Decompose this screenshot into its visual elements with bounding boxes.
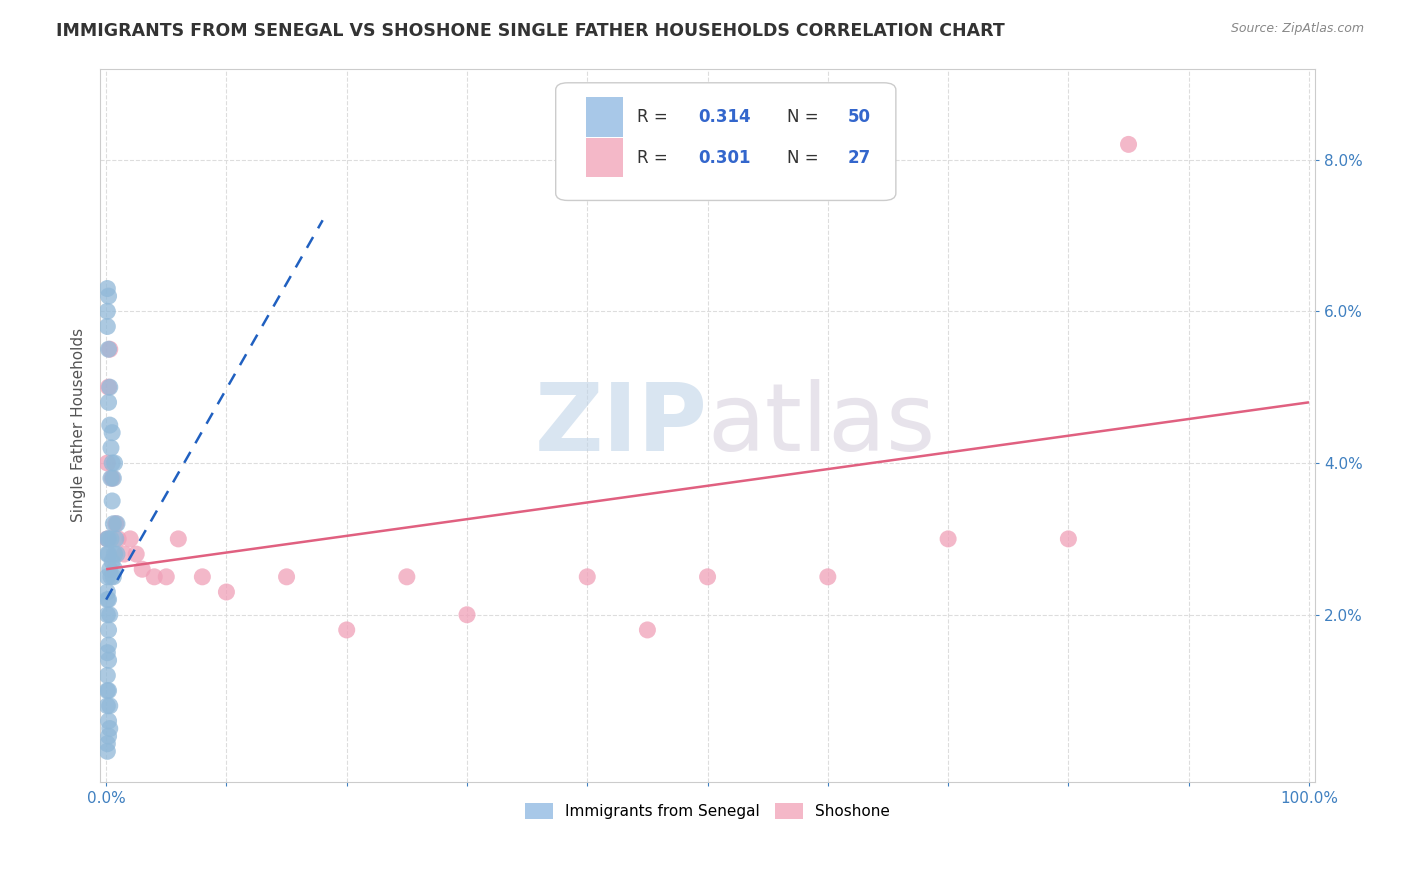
Point: [97, 289, 120, 303]
Point: [96, 592, 118, 607]
FancyBboxPatch shape: [555, 83, 896, 201]
Point: [97, 714, 120, 728]
Point: [96, 607, 118, 622]
Point: [103, 562, 125, 576]
Point: [1057, 532, 1080, 546]
Point: [936, 532, 959, 546]
Point: [336, 623, 359, 637]
Point: [636, 623, 658, 637]
Point: [1118, 137, 1140, 152]
Text: IMMIGRANTS FROM SENEGAL VS SHOSHONE SINGLE FATHER HOUSEHOLDS CORRELATION CHART: IMMIGRANTS FROM SENEGAL VS SHOSHONE SING…: [56, 22, 1005, 40]
Point: [98, 380, 121, 394]
Text: R =: R =: [637, 108, 673, 126]
Point: [97, 532, 120, 546]
Point: [112, 547, 135, 561]
Point: [100, 471, 122, 485]
Point: [104, 532, 127, 546]
Point: [96, 646, 118, 660]
Text: 27: 27: [848, 149, 870, 167]
Point: [101, 555, 124, 569]
Text: ZIP: ZIP: [534, 379, 707, 471]
Point: [101, 494, 124, 508]
Point: [103, 456, 125, 470]
Point: [103, 570, 125, 584]
Legend: Immigrants from Senegal, Shoshone: Immigrants from Senegal, Shoshone: [519, 797, 896, 825]
Point: [98, 562, 121, 576]
Point: [98, 418, 121, 433]
Point: [215, 585, 238, 599]
Point: [107, 532, 129, 546]
Point: [98, 343, 121, 357]
Point: [96, 585, 118, 599]
Point: [97, 380, 120, 394]
Point: [167, 532, 190, 546]
Point: [456, 607, 478, 622]
Point: [131, 562, 153, 576]
Point: [155, 570, 177, 584]
Point: [120, 532, 142, 546]
Point: [98, 722, 121, 736]
Point: [96, 532, 118, 546]
Point: [97, 623, 120, 637]
Point: [101, 425, 124, 440]
FancyBboxPatch shape: [586, 138, 623, 178]
Point: [276, 570, 298, 584]
Y-axis label: Single Father Households: Single Father Households: [72, 328, 86, 522]
Point: [143, 570, 166, 584]
Point: [97, 592, 120, 607]
Point: [96, 304, 118, 318]
Point: [97, 653, 120, 667]
Point: [576, 570, 599, 584]
Point: [104, 516, 127, 531]
Point: [103, 471, 125, 485]
Point: [101, 456, 124, 470]
Point: [100, 532, 122, 546]
Point: [96, 547, 118, 561]
Point: [191, 570, 214, 584]
Point: [97, 395, 120, 409]
Point: [97, 547, 120, 561]
Point: [105, 516, 128, 531]
Point: [96, 737, 118, 751]
Point: [98, 607, 121, 622]
Text: atlas: atlas: [707, 379, 936, 471]
Text: R =: R =: [637, 149, 673, 167]
Point: [97, 343, 120, 357]
Point: [96, 698, 118, 713]
Point: [97, 729, 120, 743]
Text: 0.314: 0.314: [697, 108, 751, 126]
Point: [97, 683, 120, 698]
Point: [96, 744, 118, 758]
Point: [100, 441, 122, 455]
Text: Source: ZipAtlas.com: Source: ZipAtlas.com: [1230, 22, 1364, 36]
Point: [96, 668, 118, 682]
Point: [96, 456, 118, 470]
Point: [696, 570, 718, 584]
Point: [125, 547, 148, 561]
Text: N =: N =: [786, 149, 824, 167]
Text: 0.301: 0.301: [697, 149, 751, 167]
Point: [395, 570, 418, 584]
Point: [96, 281, 118, 295]
Point: [103, 516, 125, 531]
Point: [96, 319, 118, 334]
Point: [96, 683, 118, 698]
FancyBboxPatch shape: [586, 97, 623, 136]
Point: [100, 570, 122, 584]
Point: [98, 698, 121, 713]
Point: [817, 570, 839, 584]
Text: 50: 50: [848, 108, 870, 126]
Point: [97, 638, 120, 652]
Text: N =: N =: [786, 108, 824, 126]
Point: [101, 471, 124, 485]
Point: [96, 570, 118, 584]
Point: [103, 547, 125, 561]
Point: [96, 532, 118, 546]
Point: [105, 547, 128, 561]
